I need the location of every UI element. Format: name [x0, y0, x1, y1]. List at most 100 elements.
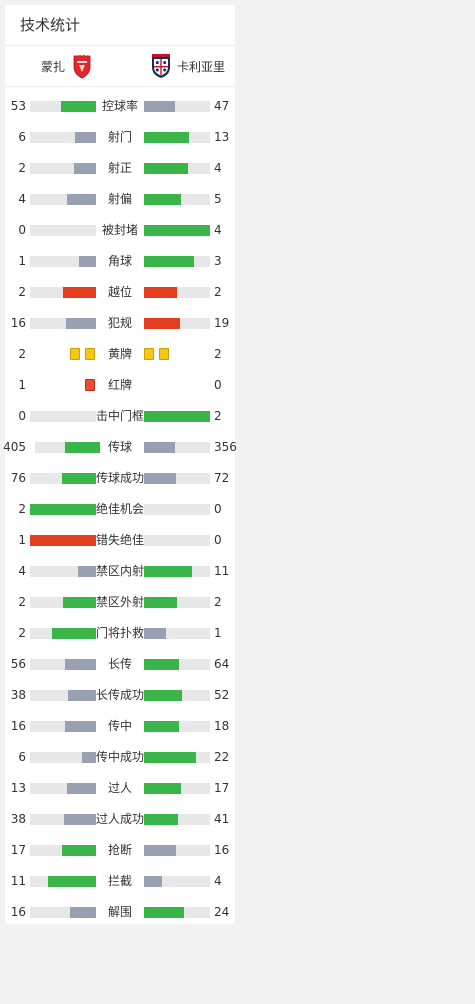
- teams-header: 蒙扎 卡利亚里: [5, 46, 235, 87]
- home-bar: [78, 566, 96, 577]
- stat-label: 长传成功: [96, 688, 145, 702]
- stat-label: 角球: [107, 254, 132, 268]
- stat-label: 错失绝佳: [96, 533, 145, 547]
- away-bar: [144, 659, 179, 670]
- stat-label: 禁区外射: [96, 595, 145, 609]
- home-bar-track: [30, 597, 96, 608]
- home-value: 16: [10, 316, 26, 330]
- away-bar: [144, 876, 162, 887]
- away-bar: [144, 473, 176, 484]
- home-bar-track: [30, 194, 96, 205]
- away-value: 0: [214, 378, 222, 392]
- stat-row: 4 射偏 5: [5, 184, 235, 215]
- stat-label: 越位: [107, 285, 132, 299]
- away-value: 4: [214, 223, 222, 237]
- stat-row: 6 射门 13: [5, 122, 235, 153]
- away-value: 1: [214, 626, 222, 640]
- home-value: 53: [10, 99, 26, 113]
- home-value: 6: [18, 130, 26, 144]
- away-value: 2: [214, 285, 222, 299]
- away-bar-track: [144, 101, 210, 112]
- stat-label: 犯规: [107, 316, 132, 330]
- away-value: 41: [214, 812, 230, 826]
- stat-label: 传球成功: [96, 471, 145, 485]
- home-bar: [68, 690, 96, 701]
- away-bar: [144, 907, 184, 918]
- home-bar: [67, 783, 96, 794]
- yellow-card-icon: [70, 348, 80, 360]
- stat-row: 53 控球率 47: [5, 91, 235, 122]
- away-team[interactable]: 卡利亚里: [150, 53, 225, 79]
- away-value: 356: [214, 440, 237, 454]
- stat-row: 76 传球成功 72: [5, 463, 235, 494]
- home-bar-track: [30, 411, 96, 422]
- stat-row: 2 绝佳机会 0: [5, 494, 235, 525]
- stat-label: 绝佳机会: [96, 502, 145, 516]
- home-bar: [66, 318, 96, 329]
- stat-label: 传中成功: [96, 750, 145, 764]
- away-value: 64: [214, 657, 230, 671]
- away-value: 13: [214, 130, 230, 144]
- home-value: 4: [18, 564, 26, 578]
- away-value: 5: [214, 192, 222, 206]
- stat-label: 传球: [107, 440, 132, 454]
- home-bar: [63, 597, 96, 608]
- away-bar-track: [144, 690, 210, 701]
- home-value: 2: [18, 161, 26, 175]
- home-bar-track: [30, 783, 96, 794]
- home-value: 11: [10, 874, 26, 888]
- home-bar-track: [30, 163, 96, 174]
- away-value: 18: [214, 719, 230, 733]
- away-bar: [144, 256, 194, 267]
- away-bar-track: [144, 163, 210, 174]
- stat-row: 17 抢断 16: [5, 835, 235, 866]
- away-bar: [144, 318, 180, 329]
- stat-row: 2 黄牌 2: [5, 339, 235, 370]
- home-value: 2: [18, 626, 26, 640]
- home-value: 38: [10, 812, 26, 826]
- away-value: 17: [214, 781, 230, 795]
- away-bar-track: [144, 535, 210, 546]
- away-value: 4: [214, 874, 222, 888]
- home-bar-track: [30, 473, 96, 484]
- home-bar: [79, 256, 96, 267]
- stat-row: 16 解围 24: [5, 897, 235, 928]
- away-value: 2: [214, 595, 222, 609]
- home-value: 38: [10, 688, 26, 702]
- home-bar-track: [30, 845, 96, 856]
- stat-label: 长传: [107, 657, 132, 671]
- stat-label: 被封堵: [101, 223, 138, 237]
- away-bar-track: [144, 504, 210, 515]
- away-bar-track: [144, 721, 210, 732]
- home-bar: [65, 442, 100, 453]
- stat-label: 抢断: [107, 843, 132, 857]
- away-value: 4: [214, 161, 222, 175]
- stat-row: 1 错失绝佳 0: [5, 525, 235, 556]
- home-bar: [48, 876, 96, 887]
- away-bar-track: [144, 411, 210, 422]
- home-value: 4: [18, 192, 26, 206]
- stat-row: 6 传中成功 22: [5, 742, 235, 773]
- stat-label: 射门: [107, 130, 132, 144]
- yellow-card-icon: [144, 348, 154, 360]
- away-bar-track: [144, 194, 210, 205]
- stat-label: 过人: [107, 781, 132, 795]
- home-bar: [30, 535, 96, 546]
- away-bar-track: [144, 876, 210, 887]
- away-bar: [144, 566, 192, 577]
- home-bar: [65, 721, 96, 732]
- away-bar-track: [144, 566, 210, 577]
- home-bar-track: [35, 442, 100, 453]
- home-bar: [61, 101, 96, 112]
- stat-label: 红牌: [107, 378, 132, 392]
- stat-row: 38 长传成功 52: [5, 680, 235, 711]
- home-bar-track: [30, 907, 96, 918]
- stat-label: 拦截: [107, 874, 132, 888]
- stat-label: 禁区内射: [96, 564, 145, 578]
- stat-row: 2 门将扑救 1: [5, 618, 235, 649]
- away-bar: [144, 101, 175, 112]
- stat-row: 1 红牌 0: [5, 370, 235, 401]
- home-team[interactable]: 蒙扎: [41, 53, 93, 79]
- stat-label: 过人成功: [96, 812, 145, 826]
- away-bar-track: [144, 287, 210, 298]
